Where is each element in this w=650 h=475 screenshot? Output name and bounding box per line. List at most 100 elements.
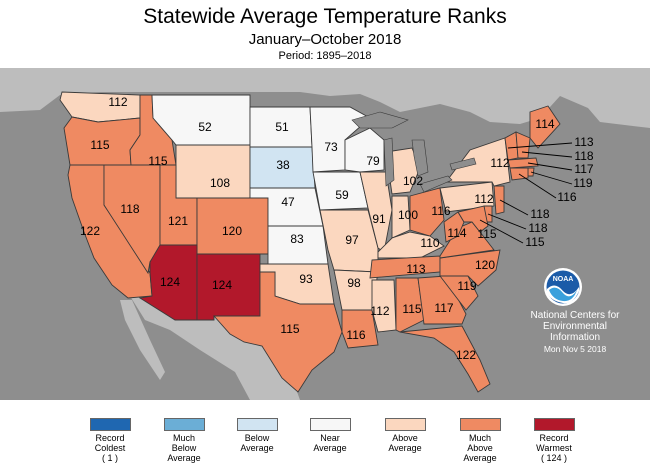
- legend-swatch: [533, 418, 575, 431]
- rank-label-mt: 52: [198, 120, 212, 134]
- rank-label-ut: 121: [168, 214, 188, 228]
- state-pa: [439, 181, 495, 213]
- map-title: Statewide Average Temperature Ranks: [143, 5, 507, 28]
- rank-label-ne: 47: [281, 195, 295, 209]
- state-oh: [409, 187, 445, 237]
- legend-label-line: Above: [467, 443, 493, 453]
- state-nc: [439, 249, 501, 287]
- rank-label-in: 100: [398, 208, 418, 222]
- legend: Record Coldest( 1 ) Much Below Average Below A…: [0, 418, 650, 475]
- legend-label-line: ( 1 ): [101, 453, 118, 463]
- rank-label-nh: 118: [574, 149, 593, 163]
- rank-label-ga: 117: [434, 301, 453, 315]
- rank-label-va: 115: [477, 227, 496, 241]
- leader-line-ct: [518, 173, 557, 199]
- rank-label-nm: 124: [212, 278, 232, 292]
- rank-label-la: 116: [346, 328, 365, 342]
- legend-item-near: Near Average: [290, 418, 370, 453]
- credit-date: Mon Nov 5 2018: [543, 344, 607, 354]
- legend-label-line: Record: [539, 433, 569, 443]
- lake-michigan: [383, 137, 395, 187]
- rank-label-ms: 112: [370, 304, 389, 318]
- state-ma: [507, 157, 539, 169]
- rank-label-al: 115: [402, 302, 421, 316]
- rank-label-oh: 116: [431, 204, 450, 218]
- lake-huron: [411, 139, 429, 177]
- rank-label-wa: 112: [108, 95, 127, 109]
- rank-label-pa: 112: [474, 192, 493, 206]
- lake-ontario: [449, 157, 477, 171]
- legend-item-above: Above Average: [365, 418, 445, 453]
- legend-label-line: Average: [388, 443, 422, 453]
- state-ms: [371, 279, 397, 333]
- leader-line-md: [479, 219, 524, 244]
- legend-label-line: Above: [392, 433, 418, 443]
- period-label: Period: 1895–2018: [278, 50, 372, 62]
- rank-label-mi: 102: [403, 174, 423, 188]
- credit-line-2: Environmental: [543, 321, 607, 332]
- legend-swatch: [309, 418, 351, 431]
- rank-label-ct: 116: [557, 190, 576, 204]
- rank-label-nd: 51: [275, 120, 289, 134]
- state-mi: [385, 147, 421, 195]
- rank-label-ok: 93: [299, 272, 313, 286]
- credit-line-1: National Centers for: [530, 310, 620, 321]
- lake-erie: [419, 175, 453, 193]
- baja-land: [120, 300, 165, 380]
- state-fl: [399, 325, 491, 393]
- leader-line-ri: [530, 171, 573, 185]
- rank-label-mn: 73: [324, 140, 338, 154]
- legend-label-line: Much: [172, 433, 195, 443]
- rank-label-tn: 113: [406, 262, 425, 276]
- state-la: [341, 309, 379, 349]
- rank-label-sc: 119: [457, 279, 476, 293]
- legend-label-line: Average: [313, 443, 347, 453]
- us-temperature-rank-map: 112 115 122 118 115 52 108 121 120 124 124 51 38 47 83…: [0, 68, 650, 400]
- rank-label-ca: 122: [80, 224, 100, 238]
- rank-label-ky: 110: [420, 236, 439, 250]
- legend-item-record-coldest: Record Coldest( 1 ): [70, 418, 150, 463]
- rank-label-az: 124: [160, 275, 180, 289]
- map-header: Statewide Average Temperature Ranks Janu…: [0, 0, 650, 68]
- legend-label-line: Average: [167, 453, 201, 463]
- lake-superior: [351, 111, 409, 129]
- state-ny: [445, 137, 511, 187]
- legend-swatch: [236, 418, 278, 431]
- rank-label-tx: 115: [280, 322, 299, 336]
- rank-label-ks: 83: [290, 232, 304, 246]
- rank-label-nv: 118: [120, 202, 139, 216]
- leader-line-de: [487, 213, 527, 230]
- rank-label-id: 115: [148, 154, 167, 168]
- map-subtitle: January–October 2018: [248, 31, 402, 48]
- legend-label-line: Below: [244, 433, 270, 443]
- rank-label-or: 115: [90, 138, 109, 152]
- rank-label-sd: 38: [276, 158, 290, 172]
- rank-label-ma: 117: [574, 162, 593, 176]
- legend-item-below: Below Average: [217, 418, 297, 453]
- leader-line-vt: [507, 142, 573, 149]
- rank-label-me: 114: [535, 117, 554, 131]
- legend-label-line: Record: [95, 433, 125, 443]
- legend-item-much-below: Much Below Average: [144, 418, 224, 463]
- leader-line-ma: [527, 162, 573, 171]
- state-nj: [493, 185, 505, 215]
- legend-label-line: Much: [468, 433, 491, 443]
- state-nh: [515, 131, 531, 159]
- credit-line-3: Information: [549, 332, 601, 343]
- noaa-logo: NOAA: [544, 268, 582, 306]
- rank-label-mo: 97: [345, 233, 359, 247]
- legend-label-line: Warmest: [536, 443, 572, 453]
- rank-label-wi: 79: [366, 154, 380, 168]
- legend-swatch: [384, 418, 426, 431]
- rank-label-wy: 108: [210, 176, 230, 190]
- leader-line-nj: [499, 199, 529, 216]
- rank-label-wv: 114: [447, 226, 466, 240]
- rank-label-vt: 113: [574, 135, 593, 149]
- rank-label-ia: 59: [335, 188, 349, 202]
- rank-label-ny: 112: [490, 156, 509, 170]
- rank-label-co: 120: [222, 224, 242, 238]
- state-wv: [443, 211, 465, 243]
- rank-label-nc: 120: [475, 258, 495, 272]
- legend-label-line: Coldest: [94, 443, 126, 453]
- rank-label-nj: 118: [530, 207, 549, 221]
